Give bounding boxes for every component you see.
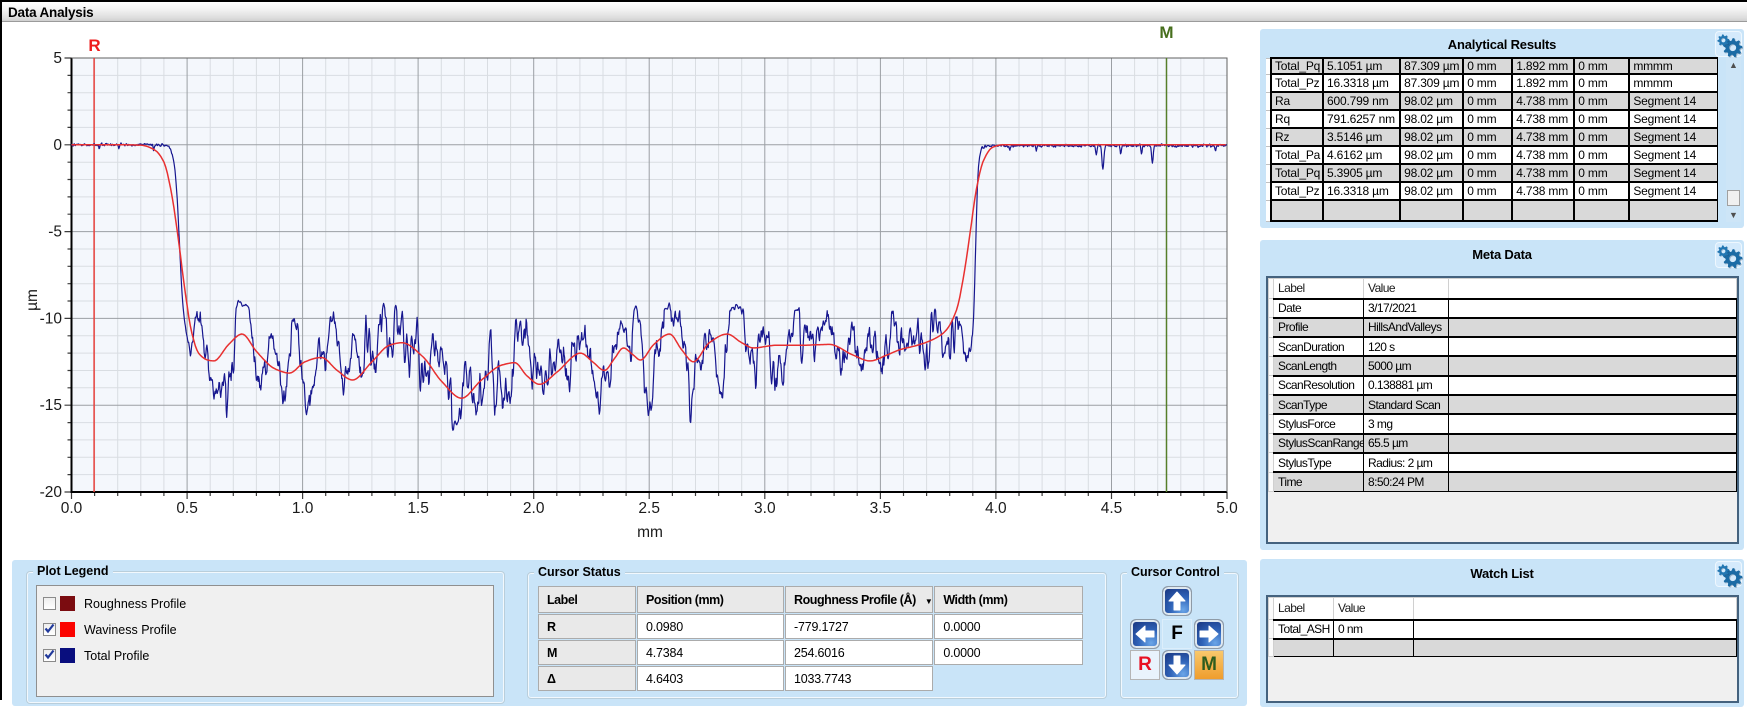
svg-text:-5: -5	[48, 224, 62, 241]
svg-text:2.5: 2.5	[638, 500, 660, 517]
svg-text:M: M	[1159, 23, 1173, 42]
svg-text:0.5: 0.5	[176, 500, 198, 517]
svg-text:-10: -10	[40, 310, 63, 327]
svg-text:1.5: 1.5	[407, 500, 429, 517]
svg-text:1.0: 1.0	[292, 500, 314, 517]
svg-text:2.0: 2.0	[523, 500, 545, 517]
svg-text:0.0: 0.0	[61, 500, 83, 517]
svg-text:-20: -20	[40, 484, 63, 501]
svg-text:0: 0	[53, 137, 62, 154]
svg-text:4.0: 4.0	[985, 500, 1007, 517]
svg-text:µm: µm	[24, 289, 41, 311]
svg-text:3.0: 3.0	[754, 500, 776, 517]
svg-text:5.0: 5.0	[1216, 500, 1238, 517]
svg-text:3.5: 3.5	[870, 500, 892, 517]
svg-text:-15: -15	[40, 397, 62, 414]
svg-text:5: 5	[53, 50, 62, 67]
svg-text:mm: mm	[637, 524, 663, 541]
svg-text:R: R	[88, 36, 100, 55]
svg-text:4.5: 4.5	[1101, 500, 1123, 517]
